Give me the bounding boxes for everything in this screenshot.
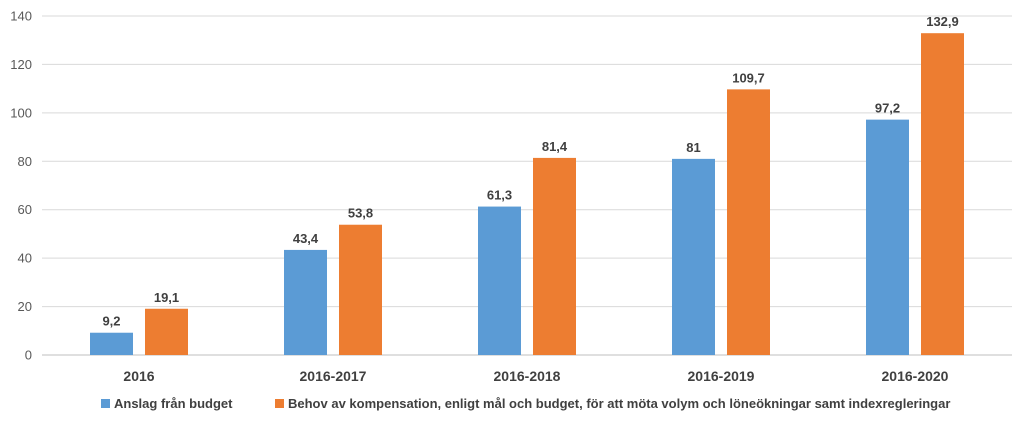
y-tick-label: 80	[18, 154, 32, 169]
bar-series-2-2016	[145, 308, 188, 355]
bar-series-1-2016-2018	[478, 206, 521, 355]
legend-label-2: Behov av kompensation, enligt mål och bu…	[288, 396, 950, 411]
y-tick-label: 100	[10, 105, 32, 120]
data-label: 43,4	[293, 231, 319, 246]
bar-series	[90, 33, 964, 356]
legend-swatch-2	[275, 399, 284, 408]
y-axis-ticks: 0 20 40 60 80 100 120 140	[10, 9, 32, 363]
data-label: 109,7	[732, 70, 765, 85]
data-label: 53,8	[348, 206, 373, 221]
y-tick-label: 20	[18, 299, 32, 314]
bar-series-2-2016-2020	[921, 33, 964, 356]
data-label: 81	[686, 140, 700, 155]
x-tick-label: 2016-2020	[882, 368, 949, 384]
x-tick-label: 2016-2017	[300, 368, 367, 384]
x-axis-categories: 2016 2016-2017 2016-2018 2016-2019 2016-2020	[123, 368, 948, 384]
bar-series-1-2016	[90, 332, 133, 355]
legend-swatch-1	[101, 399, 110, 408]
data-label: 9,2	[102, 314, 120, 329]
bar-series-1-2016-2017	[284, 249, 327, 355]
x-tick-label: 2016	[123, 368, 154, 384]
data-label: 61,3	[487, 188, 512, 203]
gridlines	[42, 15, 1012, 356]
x-tick-label: 2016-2018	[494, 368, 561, 384]
data-label: 132,9	[926, 14, 959, 29]
y-tick-label: 40	[18, 251, 32, 266]
data-labels: 9,2 19,1 43,4 53,8 61,3 81,4 81 109,7 97,2 132,9	[102, 14, 958, 329]
x-tick-label: 2016-2019	[688, 368, 755, 384]
bar-series-2-2016-2019	[727, 89, 770, 355]
legend: Anslag från budget Behov av kompensation,…	[101, 396, 950, 411]
data-label: 81,4	[542, 139, 568, 154]
bar-series-2-2016-2017	[339, 224, 382, 355]
y-tick-label: 120	[10, 57, 32, 72]
y-tick-label: 140	[10, 9, 32, 24]
data-label: 19,1	[154, 290, 179, 305]
bar-series-2-2016-2018	[533, 157, 576, 355]
bar-series-1-2016-2019	[672, 158, 715, 355]
y-tick-label: 60	[18, 202, 32, 217]
data-label: 97,2	[875, 101, 900, 116]
y-tick-label: 0	[25, 348, 32, 363]
bar-series-1-2016-2020	[866, 119, 909, 355]
legend-label-1: Anslag från budget	[114, 396, 233, 411]
